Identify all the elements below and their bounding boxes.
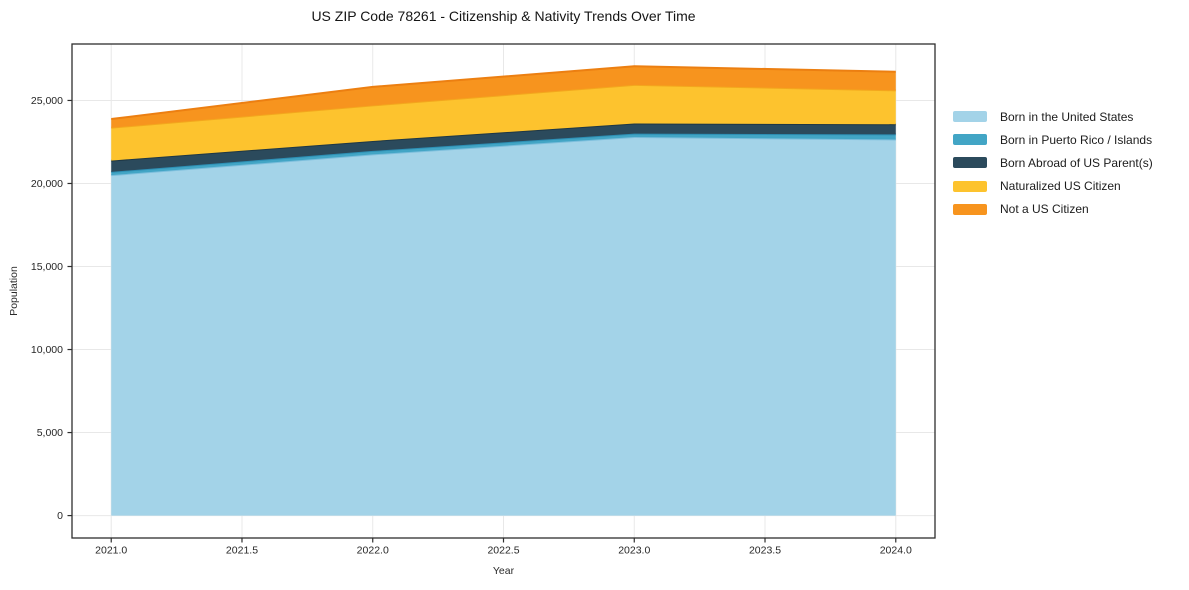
legend-swatch <box>953 111 987 123</box>
y-tick-label: 10,000 <box>31 344 63 356</box>
legend-label: Born in the United States <box>1000 109 1134 124</box>
legend: Born in the United States Born in Puerto … <box>953 105 1153 221</box>
area-top-edge <box>111 65 896 121</box>
legend-swatch <box>953 180 987 192</box>
legend-label: Naturalized US Citizen <box>1000 179 1121 194</box>
y-tick-label: 15,000 <box>31 261 63 273</box>
axis-ticks: 2021.0 2021.5 2022.0 2022.5 2023.0 2023.5 2024… <box>31 95 912 557</box>
x-tick-label: 2022.0 <box>357 545 389 557</box>
area-layer <box>111 136 896 516</box>
x-tick-label: 2022.5 <box>487 545 519 557</box>
area-layer <box>111 133 896 176</box>
y-tick-label: 25,000 <box>31 95 63 107</box>
legend-item: Naturalized US Citizen <box>953 175 1153 198</box>
x-tick-label: 2024.0 <box>880 545 912 557</box>
area-layer <box>111 84 896 161</box>
chart-title: US ZIP Code 78261 - Citizenship & Nativi… <box>311 8 696 24</box>
area-layer <box>111 66 896 128</box>
legend-item: Born in Puerto Rico / Islands <box>953 128 1153 151</box>
x-axis-label: Year <box>492 565 515 577</box>
stacked-areas <box>111 65 896 516</box>
x-tick-label: 2021.5 <box>226 545 258 557</box>
x-tick-label: 2023.0 <box>618 545 650 557</box>
legend-swatch <box>953 157 987 169</box>
legend-item: Not a US Citizen <box>953 198 1153 221</box>
x-tick-label: 2021.0 <box>95 545 127 557</box>
y-tick-label: 20,000 <box>31 178 63 190</box>
legend-label: Born Abroad of US Parent(s) <box>1000 155 1153 170</box>
x-tick-label: 2023.5 <box>749 545 781 557</box>
legend-item: Born in the United States <box>953 105 1153 128</box>
legend-label: Born in Puerto Rico / Islands <box>1000 132 1153 147</box>
y-tick-label: 5,000 <box>37 427 63 439</box>
legend-item: Born Abroad of US Parent(s) <box>953 151 1153 174</box>
legend-swatch <box>953 134 987 146</box>
legend-label: Not a US Citizen <box>1000 202 1089 217</box>
y-tick-label: 0 <box>57 510 63 522</box>
legend-swatch <box>953 203 987 215</box>
